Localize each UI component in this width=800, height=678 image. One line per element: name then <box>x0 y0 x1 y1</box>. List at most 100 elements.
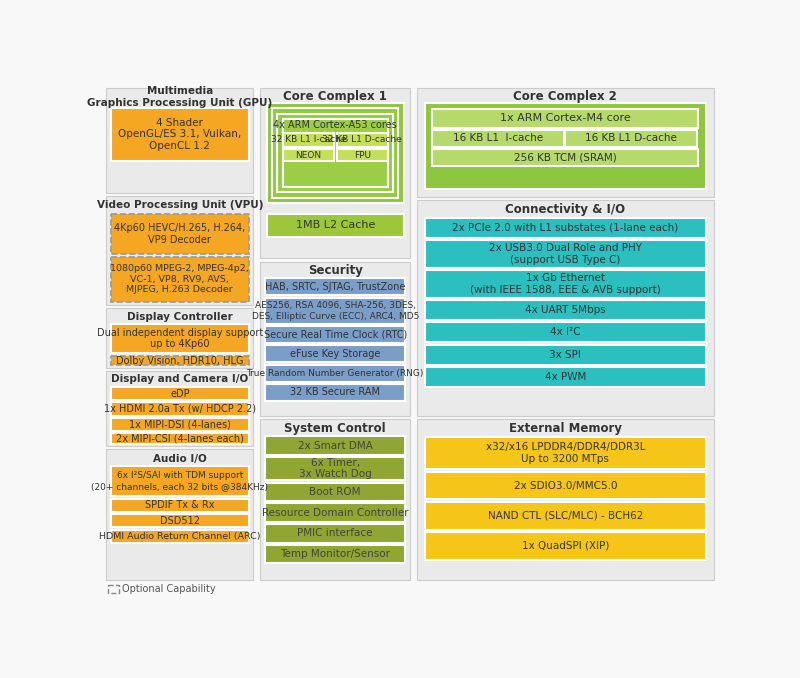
Bar <box>283 133 334 147</box>
Text: 6x Timer,
3x Watch Dog: 6x Timer, 3x Watch Dog <box>299 458 371 479</box>
Bar <box>425 322 706 342</box>
Text: Core Complex 1: Core Complex 1 <box>283 90 387 103</box>
Bar <box>265 279 406 296</box>
Bar <box>261 420 410 580</box>
Bar <box>261 262 410 416</box>
Bar <box>433 109 698 127</box>
Bar <box>111 356 249 365</box>
Bar <box>425 472 706 500</box>
Text: 3x SPI: 3x SPI <box>550 350 582 360</box>
Text: 1x ARM Cortex-M4 core: 1x ARM Cortex-M4 core <box>500 113 630 123</box>
Text: 16 KB L1  I-cache: 16 KB L1 I-cache <box>453 134 543 143</box>
Text: HAB, SRTC, SJTAG, TrustZone: HAB, SRTC, SJTAG, TrustZone <box>265 282 406 292</box>
Text: True Random Number Generator (RNG): True Random Number Generator (RNG) <box>246 369 424 378</box>
Text: AES256, RSA 4096, SHA-256, 3DES,
DES, Elliptic Curve (ECC), ARC4, MD5: AES256, RSA 4096, SHA-256, 3DES, DES, El… <box>251 301 419 321</box>
Bar <box>265 545 406 563</box>
Bar <box>111 387 249 400</box>
Text: System Control: System Control <box>285 422 386 435</box>
Bar <box>272 108 398 197</box>
Bar <box>106 308 254 367</box>
Bar <box>433 130 564 147</box>
Text: 4x I²C: 4x I²C <box>550 327 581 338</box>
Text: Dolby Vision, HDR10, HLG: Dolby Vision, HDR10, HLG <box>116 356 243 366</box>
Text: SPDIF Tx & Rx: SPDIF Tx & Rx <box>145 500 214 511</box>
Text: 1x Gb Ethernet
(with IEEE 1588, EEE & AVB support): 1x Gb Ethernet (with IEEE 1588, EEE & AV… <box>470 273 661 295</box>
Bar <box>265 298 406 324</box>
Text: Boot ROM: Boot ROM <box>310 487 361 497</box>
Text: 6x I²S/SAI with TDM support
(20+ channels, each 32 bits @384KHz): 6x I²S/SAI with TDM support (20+ channel… <box>91 471 268 491</box>
Bar <box>106 371 254 446</box>
Bar <box>106 87 254 193</box>
Bar <box>265 326 406 343</box>
Bar <box>111 514 249 527</box>
Text: Display Controller: Display Controller <box>127 312 233 322</box>
Text: 4 Shader
OpenGL/ES 3.1, Vulkan,
OpenCL 1.2: 4 Shader OpenGL/ES 3.1, Vulkan, OpenCL 1… <box>118 118 242 151</box>
Bar <box>111 499 249 512</box>
Bar <box>425 103 706 189</box>
Text: 1x QuadSPI (XIP): 1x QuadSPI (XIP) <box>522 540 609 551</box>
Text: eDP: eDP <box>170 388 190 399</box>
Text: 2x Smart DMA: 2x Smart DMA <box>298 441 373 451</box>
Text: Multimedia
Graphics Processing Unit (GPU): Multimedia Graphics Processing Unit (GPU… <box>87 86 273 108</box>
Bar <box>265 346 406 363</box>
Bar <box>111 214 249 254</box>
Text: HDMI Audio Return Channel (ARC): HDMI Audio Return Channel (ARC) <box>99 532 261 540</box>
Bar <box>265 384 406 401</box>
Text: Temp Monitor/Sensor: Temp Monitor/Sensor <box>280 549 390 559</box>
Text: 4x UART 5Mbps: 4x UART 5Mbps <box>525 305 606 315</box>
Text: PMIC interface: PMIC interface <box>298 528 373 538</box>
Bar <box>106 196 254 304</box>
Bar <box>111 530 249 542</box>
Text: Secure Real Time Clock (RTC): Secure Real Time Clock (RTC) <box>263 330 407 340</box>
Text: 32 KB Secure RAM: 32 KB Secure RAM <box>290 387 380 397</box>
Bar <box>265 483 406 501</box>
Text: 16 KB L1 D-cache: 16 KB L1 D-cache <box>585 134 677 143</box>
Bar <box>278 114 393 193</box>
Text: Security: Security <box>308 264 362 277</box>
Bar <box>111 418 249 431</box>
Bar <box>425 502 706 530</box>
Text: NAND CTL (SLC/MLC) - BCH62: NAND CTL (SLC/MLC) - BCH62 <box>488 511 643 521</box>
Text: Optional Capability: Optional Capability <box>122 584 215 594</box>
Text: DSD512: DSD512 <box>160 516 200 525</box>
Bar <box>265 437 406 455</box>
Text: 256 KB TCM (SRAM): 256 KB TCM (SRAM) <box>514 153 617 163</box>
Text: eFuse Key Storage: eFuse Key Storage <box>290 349 381 359</box>
Text: Core Complex 2: Core Complex 2 <box>514 90 618 103</box>
Bar <box>265 503 406 522</box>
Bar <box>337 149 387 161</box>
Bar <box>106 450 254 580</box>
Text: x32/x16 LPDDR4/DDR4/DDR3L
Up to 3200 MTps: x32/x16 LPDDR4/DDR4/DDR3L Up to 3200 MTp… <box>486 443 645 464</box>
Text: External Memory: External Memory <box>509 422 622 435</box>
Bar <box>266 214 404 237</box>
Bar <box>283 119 387 187</box>
Bar <box>425 270 706 298</box>
Text: 4Kp60 HEVC/H.265, H.264,
VP9 Decoder: 4Kp60 HEVC/H.265, H.264, VP9 Decoder <box>114 223 246 245</box>
Text: Video Processing Unit (VPU): Video Processing Unit (VPU) <box>97 200 263 210</box>
Bar <box>108 585 118 593</box>
Text: 1x MIPI-DSI (4-lanes): 1x MIPI-DSI (4-lanes) <box>129 420 230 429</box>
Bar <box>337 133 387 147</box>
Text: 32 KB L1 I-cache: 32 KB L1 I-cache <box>270 136 346 144</box>
Bar <box>111 108 249 161</box>
Text: Resource Domain Controller: Resource Domain Controller <box>262 508 409 517</box>
Bar <box>425 218 706 238</box>
Bar <box>566 130 697 147</box>
Text: 2x PCIe 2.0 with L1 substates (1-lane each): 2x PCIe 2.0 with L1 substates (1-lane ea… <box>452 222 678 233</box>
Bar <box>111 324 249 353</box>
Bar <box>425 367 706 387</box>
Bar <box>433 149 698 166</box>
Text: NEON: NEON <box>295 151 322 160</box>
Text: 2x USB3.0 Dual Role and PHY
(support USB Type C): 2x USB3.0 Dual Role and PHY (support USB… <box>489 243 642 264</box>
Bar <box>425 344 706 365</box>
Bar <box>111 433 249 444</box>
Bar <box>265 365 406 382</box>
Text: Dual independent display support
up to 4Kp60: Dual independent display support up to 4… <box>97 327 263 349</box>
Bar <box>425 300 706 320</box>
Bar <box>111 403 249 416</box>
Bar <box>417 420 714 580</box>
Bar <box>425 240 706 268</box>
Bar <box>111 466 249 496</box>
Text: 1080p60 MPEG-2, MPEG-4p2,
VC-1, VP8, RV9, AVS,
MJPEG, H.263 Decoder: 1080p60 MPEG-2, MPEG-4p2, VC-1, VP8, RV9… <box>110 264 250 294</box>
Bar <box>425 532 706 559</box>
